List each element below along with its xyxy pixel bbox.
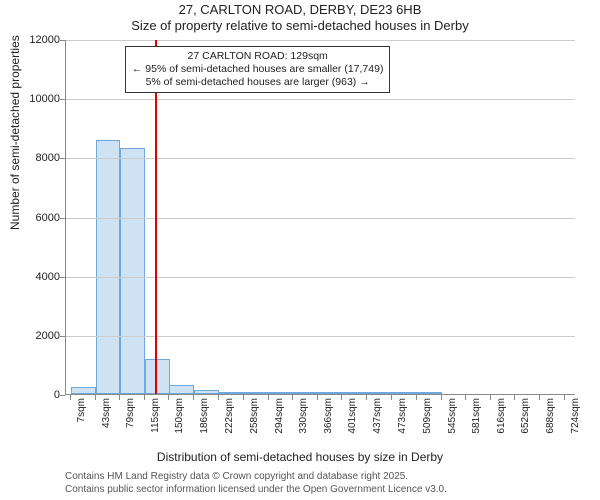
annotation-box: 27 CARLTON ROAD: 129sqm ← 95% of semi-de… xyxy=(125,46,391,93)
x-tick-mark xyxy=(514,395,515,400)
y-tick-mark xyxy=(60,395,65,396)
x-tick-label: 294sqm xyxy=(274,398,285,434)
x-tick-label: 688sqm xyxy=(545,398,556,434)
histogram-bar xyxy=(96,140,121,394)
y-tick-label: 2000 xyxy=(10,330,60,342)
footer-line1: Contains HM Land Registry data © Crown c… xyxy=(65,471,447,484)
annotation-line1: 27 CARLTON ROAD: 129sqm xyxy=(132,50,384,63)
annotation-line2: ← 95% of semi-detached houses are smalle… xyxy=(132,63,384,76)
x-tick-label: 616sqm xyxy=(496,398,507,434)
y-tick-mark xyxy=(60,158,65,159)
y-gridline xyxy=(66,336,575,337)
histogram-bar xyxy=(71,387,96,394)
histogram-bar xyxy=(293,392,318,394)
x-tick-mark xyxy=(490,395,491,400)
histogram-bar xyxy=(417,392,442,394)
y-gridline xyxy=(66,277,575,278)
x-tick-mark xyxy=(70,395,71,400)
x-tick-mark xyxy=(144,395,145,400)
x-tick-label: 330sqm xyxy=(298,398,309,434)
x-tick-mark xyxy=(119,395,120,400)
footer-line2: Contains public sector information licen… xyxy=(65,484,447,497)
histogram-bar xyxy=(219,392,244,394)
y-tick-label: 6000 xyxy=(10,212,60,224)
y-tick-mark xyxy=(60,277,65,278)
y-tick-label: 0 xyxy=(10,389,60,401)
chart-title-line1: 27, CARLTON ROAD, DERBY, DE23 6HB xyxy=(0,2,600,18)
y-tick-mark xyxy=(60,40,65,41)
histogram-bar xyxy=(392,392,417,394)
x-tick-label: 724sqm xyxy=(570,398,581,434)
x-tick-label: 401sqm xyxy=(347,398,358,434)
x-tick-mark xyxy=(193,395,194,400)
x-tick-mark xyxy=(564,395,565,400)
x-tick-label: 186sqm xyxy=(199,398,210,434)
x-tick-mark xyxy=(465,395,466,400)
histogram-bar xyxy=(367,392,392,394)
x-tick-mark xyxy=(218,395,219,400)
x-tick-label: 473sqm xyxy=(397,398,408,434)
histogram-bar xyxy=(145,359,170,395)
x-tick-mark xyxy=(168,395,169,400)
x-tick-label: 222sqm xyxy=(224,398,235,434)
y-tick-mark xyxy=(60,218,65,219)
x-tick-label: 43sqm xyxy=(101,398,112,434)
histogram-bar xyxy=(318,392,343,394)
x-tick-mark xyxy=(539,395,540,400)
chart-title: 27, CARLTON ROAD, DERBY, DE23 6HB Size o… xyxy=(0,2,600,33)
x-tick-mark xyxy=(95,395,96,400)
x-tick-mark xyxy=(243,395,244,400)
y-axis-label: Number of semi-detached properties xyxy=(8,35,22,230)
x-tick-label: 79sqm xyxy=(125,398,136,434)
y-gridline xyxy=(66,40,575,41)
x-tick-label: 509sqm xyxy=(422,398,433,434)
x-tick-mark xyxy=(416,395,417,400)
x-tick-mark xyxy=(317,395,318,400)
histogram-bar xyxy=(269,392,294,394)
y-tick-label: 12000 xyxy=(10,34,60,46)
x-tick-label: 115sqm xyxy=(150,398,161,434)
y-gridline xyxy=(66,158,575,159)
x-tick-mark xyxy=(341,395,342,400)
x-tick-label: 652sqm xyxy=(520,398,531,434)
x-tick-mark xyxy=(441,395,442,400)
y-tick-label: 10000 xyxy=(10,93,60,105)
x-tick-mark xyxy=(292,395,293,400)
y-tick-mark xyxy=(60,99,65,100)
annotation-line3: 5% of semi-detached houses are larger (9… xyxy=(132,76,384,89)
y-tick-label: 8000 xyxy=(10,152,60,164)
x-tick-mark xyxy=(391,395,392,400)
x-tick-label: 366sqm xyxy=(323,398,334,434)
plot-area: 27 CARLTON ROAD: 129sqm ← 95% of semi-de… xyxy=(65,40,575,395)
y-tick-mark xyxy=(60,336,65,337)
x-tick-label: 150sqm xyxy=(174,398,185,434)
y-gridline xyxy=(66,99,575,100)
histogram-bar xyxy=(169,385,194,394)
x-tick-label: 581sqm xyxy=(471,398,482,434)
chart-container: 27, CARLTON ROAD, DERBY, DE23 6HB Size o… xyxy=(0,0,600,500)
x-tick-label: 437sqm xyxy=(372,398,383,434)
x-tick-label: 258sqm xyxy=(249,398,260,434)
chart-title-line2: Size of property relative to semi-detach… xyxy=(0,18,600,34)
x-tick-label: 7sqm xyxy=(76,398,87,434)
x-tick-mark xyxy=(366,395,367,400)
y-gridline xyxy=(66,218,575,219)
x-axis-label: Distribution of semi-detached houses by … xyxy=(0,450,600,464)
histogram-bar xyxy=(194,390,219,394)
histogram-bar xyxy=(342,392,367,394)
histogram-bar xyxy=(120,148,145,394)
histogram-bar xyxy=(244,392,269,394)
footer-attribution: Contains HM Land Registry data © Crown c… xyxy=(65,471,447,496)
x-tick-mark xyxy=(268,395,269,400)
y-tick-label: 4000 xyxy=(10,271,60,283)
x-tick-label: 545sqm xyxy=(447,398,458,434)
